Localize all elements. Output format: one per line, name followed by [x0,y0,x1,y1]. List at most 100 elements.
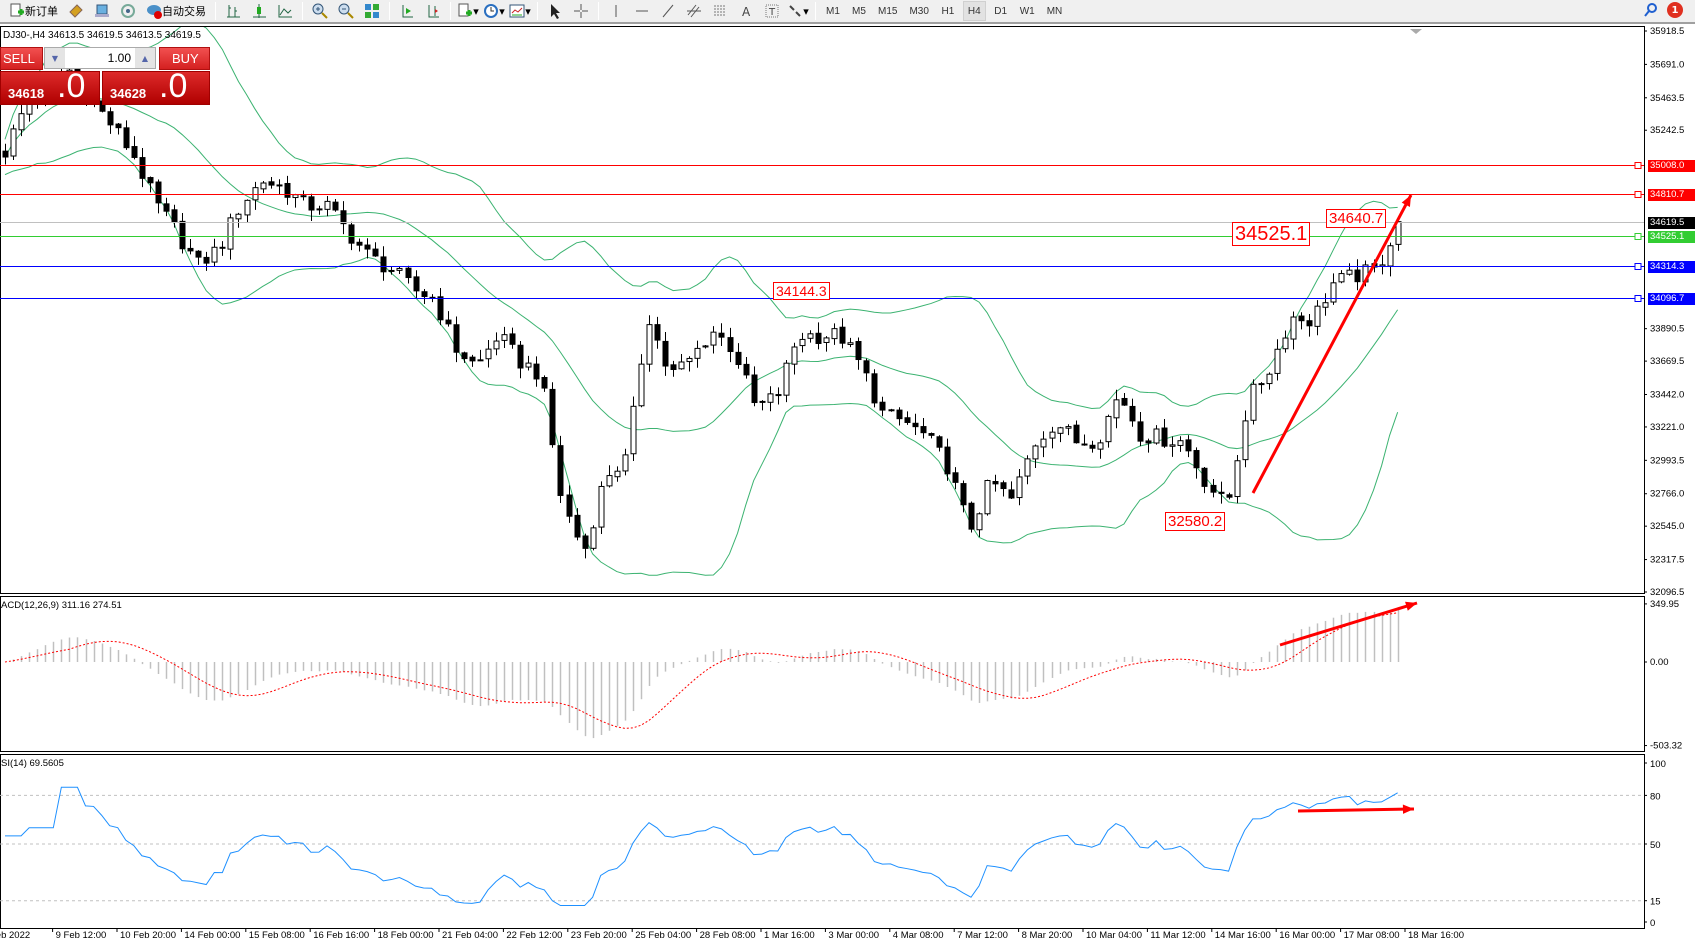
cursor-icon [551,4,560,19]
time-axis-label: 10 Feb 20:00 [120,930,176,941]
sell-price-button[interactable]: 34618 .0 [0,67,100,105]
arrows-button[interactable]: ▾ [787,1,809,21]
timeframe-m15[interactable]: M15 [878,5,898,17]
notification-badge[interactable]: 1 [1667,2,1683,18]
templates-button[interactable]: ▾ [509,1,531,21]
time-axis-label: 16 Mar 00:00 [1279,930,1336,941]
buy-price-button[interactable]: 34628 .0 [102,67,210,105]
line-chart-button[interactable] [274,1,296,21]
timeframe-m5[interactable]: M5 [852,5,866,17]
time-axis-label: 16 Feb 16:00 [313,930,370,941]
candle [960,480,967,513]
candle [1145,438,1152,453]
price-axis-label: 35918.5 [1650,26,1684,37]
lot-decrease-button[interactable]: ▼ [45,48,65,68]
candle [1290,311,1297,350]
price-annotation[interactable]: 34144.3 [773,282,830,300]
candle [292,193,299,208]
time-axis-label: 14 Feb 00:00 [184,930,241,941]
candle [356,238,363,252]
svg-text:A: A [742,5,751,19]
lot-size-value[interactable]: 1.00 [107,51,131,65]
zoom-in-button[interactable] [309,1,331,21]
candle [340,201,347,235]
candle [461,351,468,363]
candle [10,124,17,161]
trend-arrow-macd[interactable] [1279,601,1418,647]
new-order-button[interactable]: 新订单 [6,1,61,21]
candle [364,238,371,259]
text-label-button[interactable]: T [761,1,783,21]
candle [1049,426,1056,449]
candle [1065,424,1072,436]
candle [268,177,275,189]
metaeditor-button[interactable] [65,1,87,21]
line-handle[interactable] [1634,233,1642,240]
candle [388,266,395,275]
buy-button[interactable]: BUY [159,47,210,70]
vertical-line-button[interactable] [605,1,627,21]
timeframe-mn[interactable]: MN [1046,5,1063,17]
search-icon[interactable] [1643,2,1659,18]
price-axis-label: 32993.5 [1650,455,1684,466]
candle [1073,420,1080,444]
candle [1218,481,1225,504]
candle [1266,372,1273,390]
candle [155,179,162,214]
timeframe-m30[interactable]: M30 [909,5,929,17]
price-annotation[interactable]: 34525.1 [1232,222,1311,246]
timeframe-w1[interactable]: W1 [1019,5,1035,17]
line-handle[interactable] [1634,162,1642,169]
candle [1097,439,1104,459]
fibonacci-button[interactable] [709,1,731,21]
tile-windows-button[interactable] [361,1,383,21]
lot-increase-button[interactable]: ▲ [135,48,155,68]
indicators-button[interactable]: ▾ [457,1,479,21]
navigator-button[interactable] [91,1,113,21]
price-annotation[interactable]: 32580.2 [1165,512,1226,531]
signals-button[interactable] [117,1,139,21]
autoscroll-button[interactable] [396,1,418,21]
price-axis-label: 32766.0 [1650,489,1684,500]
price-annotation[interactable]: 34640.7 [1326,209,1387,228]
timeframe-bar: M1 M5 M15 M30 H1 H4 D1 W1 MN [820,1,1068,21]
candle [767,386,774,412]
candle [1137,411,1144,447]
candle [710,326,717,354]
line-handle[interactable] [1634,263,1642,270]
timeframe-h1[interactable]: H1 [941,5,955,17]
candlestick-button[interactable] [248,1,270,21]
candle [147,176,154,193]
auto-trading-button[interactable]: 自动交易 [143,1,209,21]
chart-shift-marker[interactable] [1410,29,1422,34]
crosshair-button[interactable] [570,1,592,21]
candle [775,387,782,405]
trendline-icon [662,4,674,18]
timeframe-m1[interactable]: M1 [826,5,840,17]
candle [501,326,508,348]
chart-shift-button[interactable] [422,1,444,21]
macd-label: ACD(12,26,9) 311.16 274.51 [1,600,122,611]
timeframe-h4[interactable]: H4 [962,1,986,21]
bar-chart-button[interactable] [222,1,244,21]
trend-arrow-rsi[interactable] [1297,804,1415,814]
cursor-button[interactable] [544,1,566,21]
candle [244,199,251,223]
line-handle[interactable] [1634,295,1642,302]
trendline-button[interactable] [657,1,679,21]
text-button[interactable]: A [735,1,757,21]
candle [316,205,323,215]
zoom-out-button[interactable] [335,1,357,21]
sell-button[interactable]: SELL [0,47,43,70]
equidistant-channel-button[interactable] [683,1,705,21]
trend-arrow-price[interactable] [1251,194,1413,494]
horizontal-line-button[interactable] [631,1,653,21]
candle [1274,339,1281,381]
candle [437,287,444,326]
lot-size-field[interactable]: ▼ 1.00 ▲ [44,47,156,69]
line-handle[interactable] [1634,191,1642,198]
timeframe-d1[interactable]: D1 [994,5,1008,17]
periods-button[interactable]: ▾ [483,1,505,21]
candle [855,337,862,370]
